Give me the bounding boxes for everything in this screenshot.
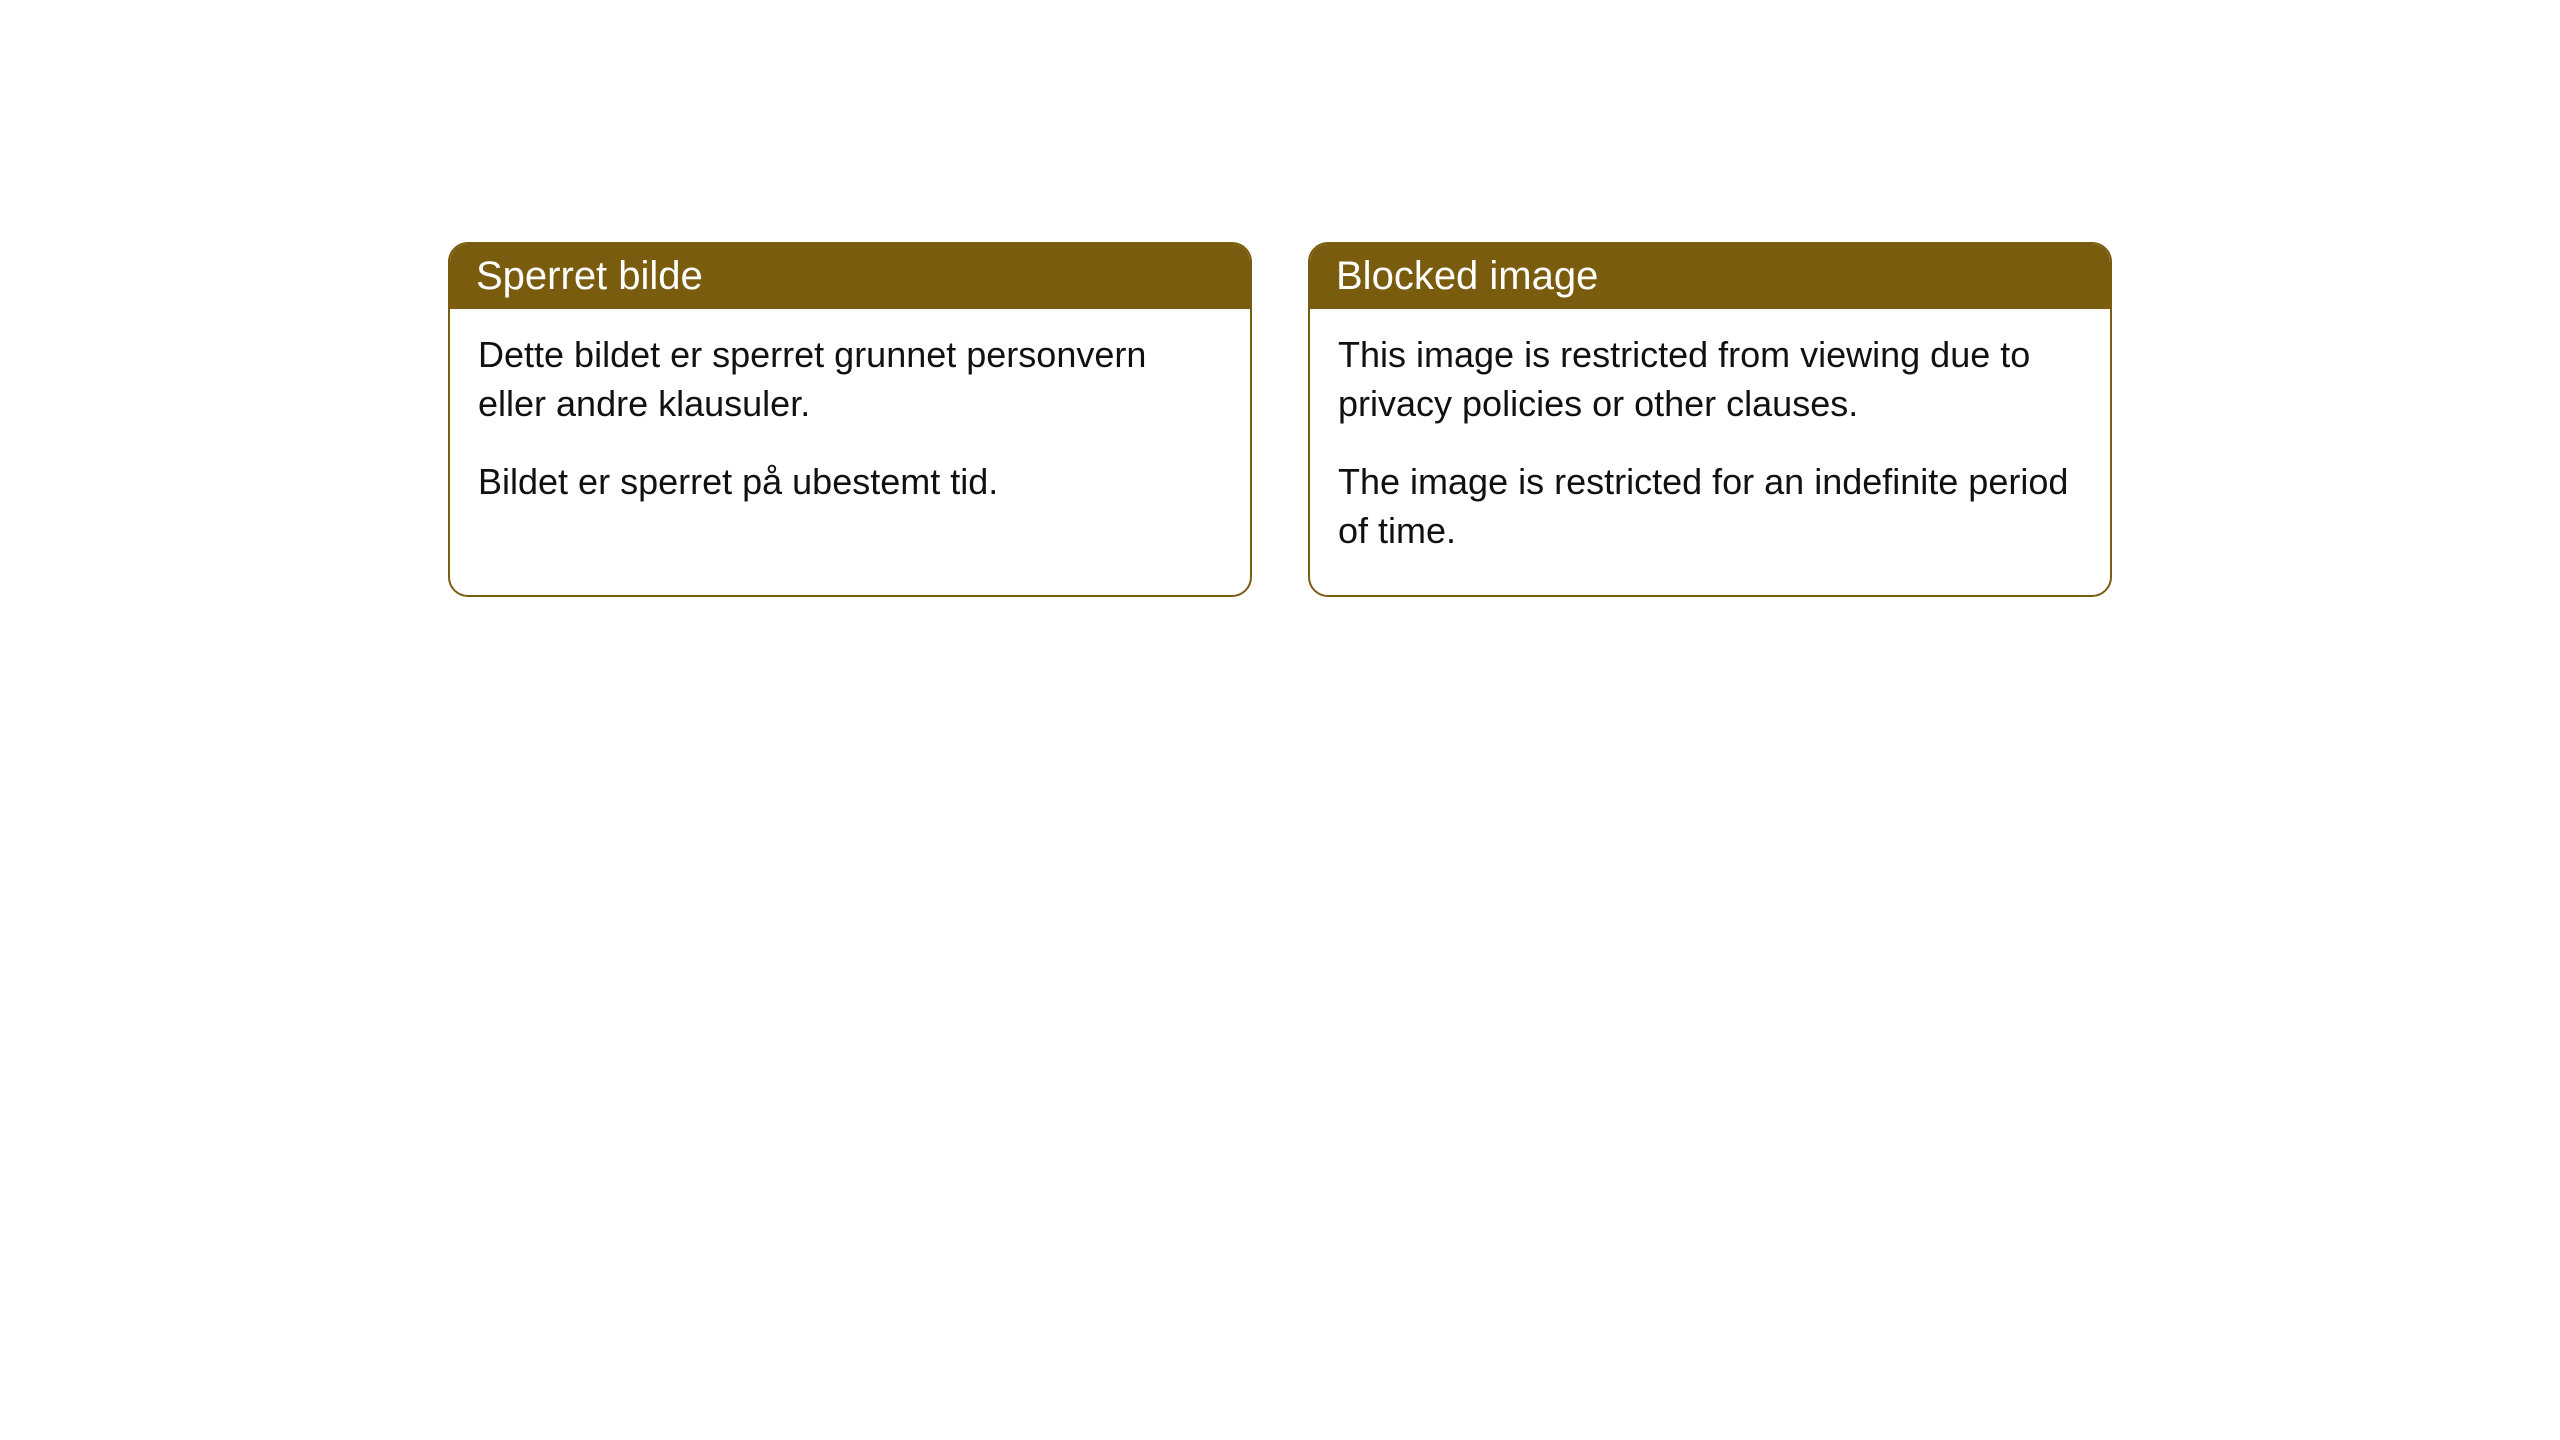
card-paragraph: This image is restricted from viewing du… [1338, 331, 2082, 428]
card-paragraph: Dette bildet er sperret grunnet personve… [478, 331, 1222, 428]
card-english: Blocked image This image is restricted f… [1308, 242, 2112, 597]
cards-container: Sperret bilde Dette bildet er sperret gr… [448, 242, 2112, 597]
card-title: Sperret bilde [476, 254, 703, 298]
card-title: Blocked image [1336, 254, 1598, 298]
card-body-norwegian: Dette bildet er sperret grunnet personve… [450, 309, 1250, 547]
card-norwegian: Sperret bilde Dette bildet er sperret gr… [448, 242, 1252, 597]
card-header-english: Blocked image [1310, 244, 2110, 309]
card-paragraph: The image is restricted for an indefinit… [1338, 458, 2082, 555]
card-header-norwegian: Sperret bilde [450, 244, 1250, 309]
card-paragraph: Bildet er sperret på ubestemt tid. [478, 458, 1222, 507]
card-body-english: This image is restricted from viewing du… [1310, 309, 2110, 595]
